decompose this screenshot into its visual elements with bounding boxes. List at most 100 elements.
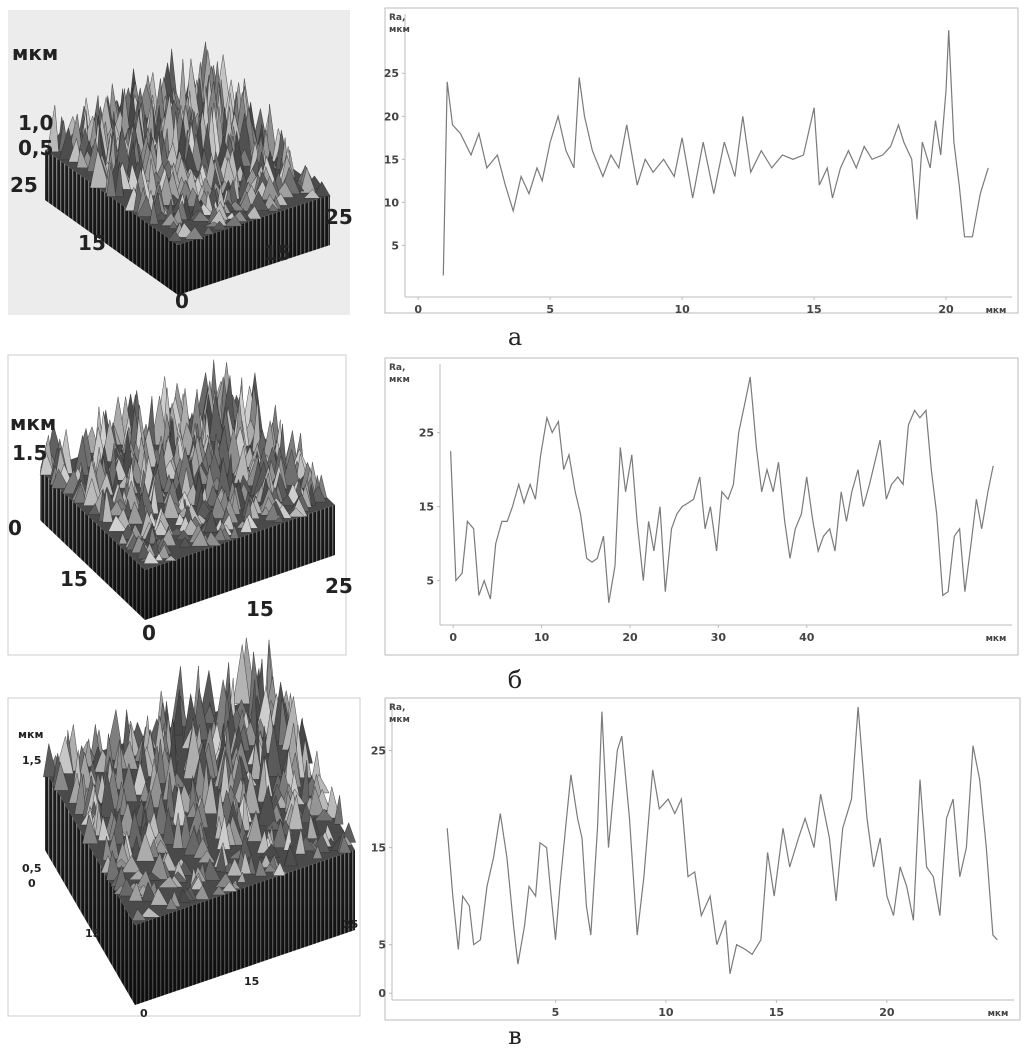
surface-spike (53, 761, 70, 791)
profile-line (450, 376, 994, 603)
surface-spike (229, 524, 240, 539)
surface-spike (210, 495, 228, 519)
surface-axis-label: 25 (343, 918, 358, 931)
surface-spike (83, 477, 100, 506)
surface-spike (186, 801, 198, 818)
x-tick-label: 10 (534, 631, 550, 644)
x-tick-label: 20 (879, 1006, 895, 1019)
surface-spike (106, 162, 117, 197)
surface-axis-label: 0 (175, 289, 189, 313)
y-tick-label: 5 (378, 939, 386, 952)
y-tick-label: 15 (419, 501, 434, 514)
surface-spike (263, 863, 278, 873)
surface-spike (128, 881, 143, 902)
y-axis-label: Ra, (389, 703, 405, 713)
y-axis-label: Ra, (389, 13, 405, 23)
surface-axis-label: мкм (10, 411, 56, 435)
surface-spike (43, 743, 58, 778)
surface-spike (118, 532, 128, 545)
surface-axis-label: 1,0 (18, 111, 53, 135)
surface-spike (255, 858, 268, 877)
x-tick-label: 15 (769, 1006, 784, 1019)
surface-spike (202, 775, 218, 814)
surface-spike (143, 550, 160, 564)
surface-axis-label: 0,5 (18, 136, 53, 160)
surface-spike (256, 785, 277, 826)
surface-axis-label: 25 (325, 574, 353, 598)
surface-spike (281, 449, 301, 486)
surface-spike (97, 815, 111, 841)
x-tick-label: 20 (622, 631, 638, 644)
surface-axis-label: 0 (142, 621, 156, 645)
surface-spike (121, 854, 142, 873)
surface-spike (242, 770, 261, 814)
surface-spike (338, 835, 352, 854)
y-tick-label: 0 (378, 987, 386, 1000)
x-tick-label: 5 (552, 1006, 560, 1019)
surface-spike (161, 807, 176, 845)
surface-spike (163, 555, 177, 562)
surface-spike (215, 846, 227, 872)
surface-spike (157, 875, 179, 888)
surface-spike (73, 483, 87, 504)
y-tick-label: 25 (384, 67, 399, 80)
surface-spike (150, 482, 159, 514)
surface-spike (240, 851, 252, 875)
x-tick-label: 20 (938, 303, 954, 316)
surface-spike (148, 526, 158, 545)
surface-spike (256, 755, 268, 803)
y-axis-label: мкм (389, 375, 410, 385)
surface-axis-label: 15 (263, 241, 291, 265)
surface-spike (140, 907, 162, 918)
x-axis-label: мкм (986, 634, 1007, 644)
chart-frame (384, 7, 1019, 314)
surface-spike (231, 489, 241, 515)
surface-spike (221, 881, 238, 892)
surface-axis-label: 15 (60, 567, 88, 591)
surface-spike (89, 149, 110, 189)
y-tick-label: 15 (384, 153, 399, 166)
surface-spike (99, 771, 116, 818)
surface-spike (149, 201, 159, 225)
surface-spike (259, 506, 272, 516)
surface-spike (172, 812, 184, 849)
surface-spike (184, 226, 205, 240)
surface-spike (177, 888, 191, 903)
y-tick-label: 5 (391, 239, 399, 252)
surface-spike (114, 161, 124, 197)
surface-axis-label: 15 (246, 597, 274, 621)
surface-spike (76, 147, 89, 169)
surface-spike (211, 885, 227, 896)
surface-spike (131, 908, 147, 921)
surface-spike (123, 498, 133, 518)
surface-spike (236, 871, 246, 883)
surface-spike (259, 843, 281, 858)
surface-spike (139, 782, 151, 802)
surface-spike (259, 853, 273, 868)
surface-spike (264, 502, 280, 521)
surface-spike (272, 517, 286, 523)
surface-spike (106, 850, 122, 881)
surface-spike (179, 811, 193, 849)
surface-spike (192, 210, 211, 222)
surface-spike (154, 552, 164, 561)
surface-spike (313, 181, 331, 197)
y-axis-label: мкм (389, 25, 410, 35)
surface-spike (141, 881, 157, 902)
surface-spike (247, 810, 263, 842)
surface-spike (153, 839, 170, 854)
surface-spike (191, 529, 209, 547)
x-tick-label: 0 (449, 631, 457, 644)
surface-spike (313, 808, 335, 822)
surface-spike (193, 884, 210, 900)
surface-spike (333, 795, 344, 825)
x-tick-label: 10 (658, 1006, 674, 1019)
surface-axis-label: 0 (8, 516, 22, 540)
surface-axis-label: мкм (12, 41, 58, 65)
surface-spike (87, 503, 100, 515)
surface-spike (202, 857, 221, 881)
x-tick-label: 40 (799, 631, 815, 644)
surface-spike (308, 785, 325, 816)
surface-spike (108, 514, 128, 532)
surface-axis-label: 25 (325, 205, 353, 229)
